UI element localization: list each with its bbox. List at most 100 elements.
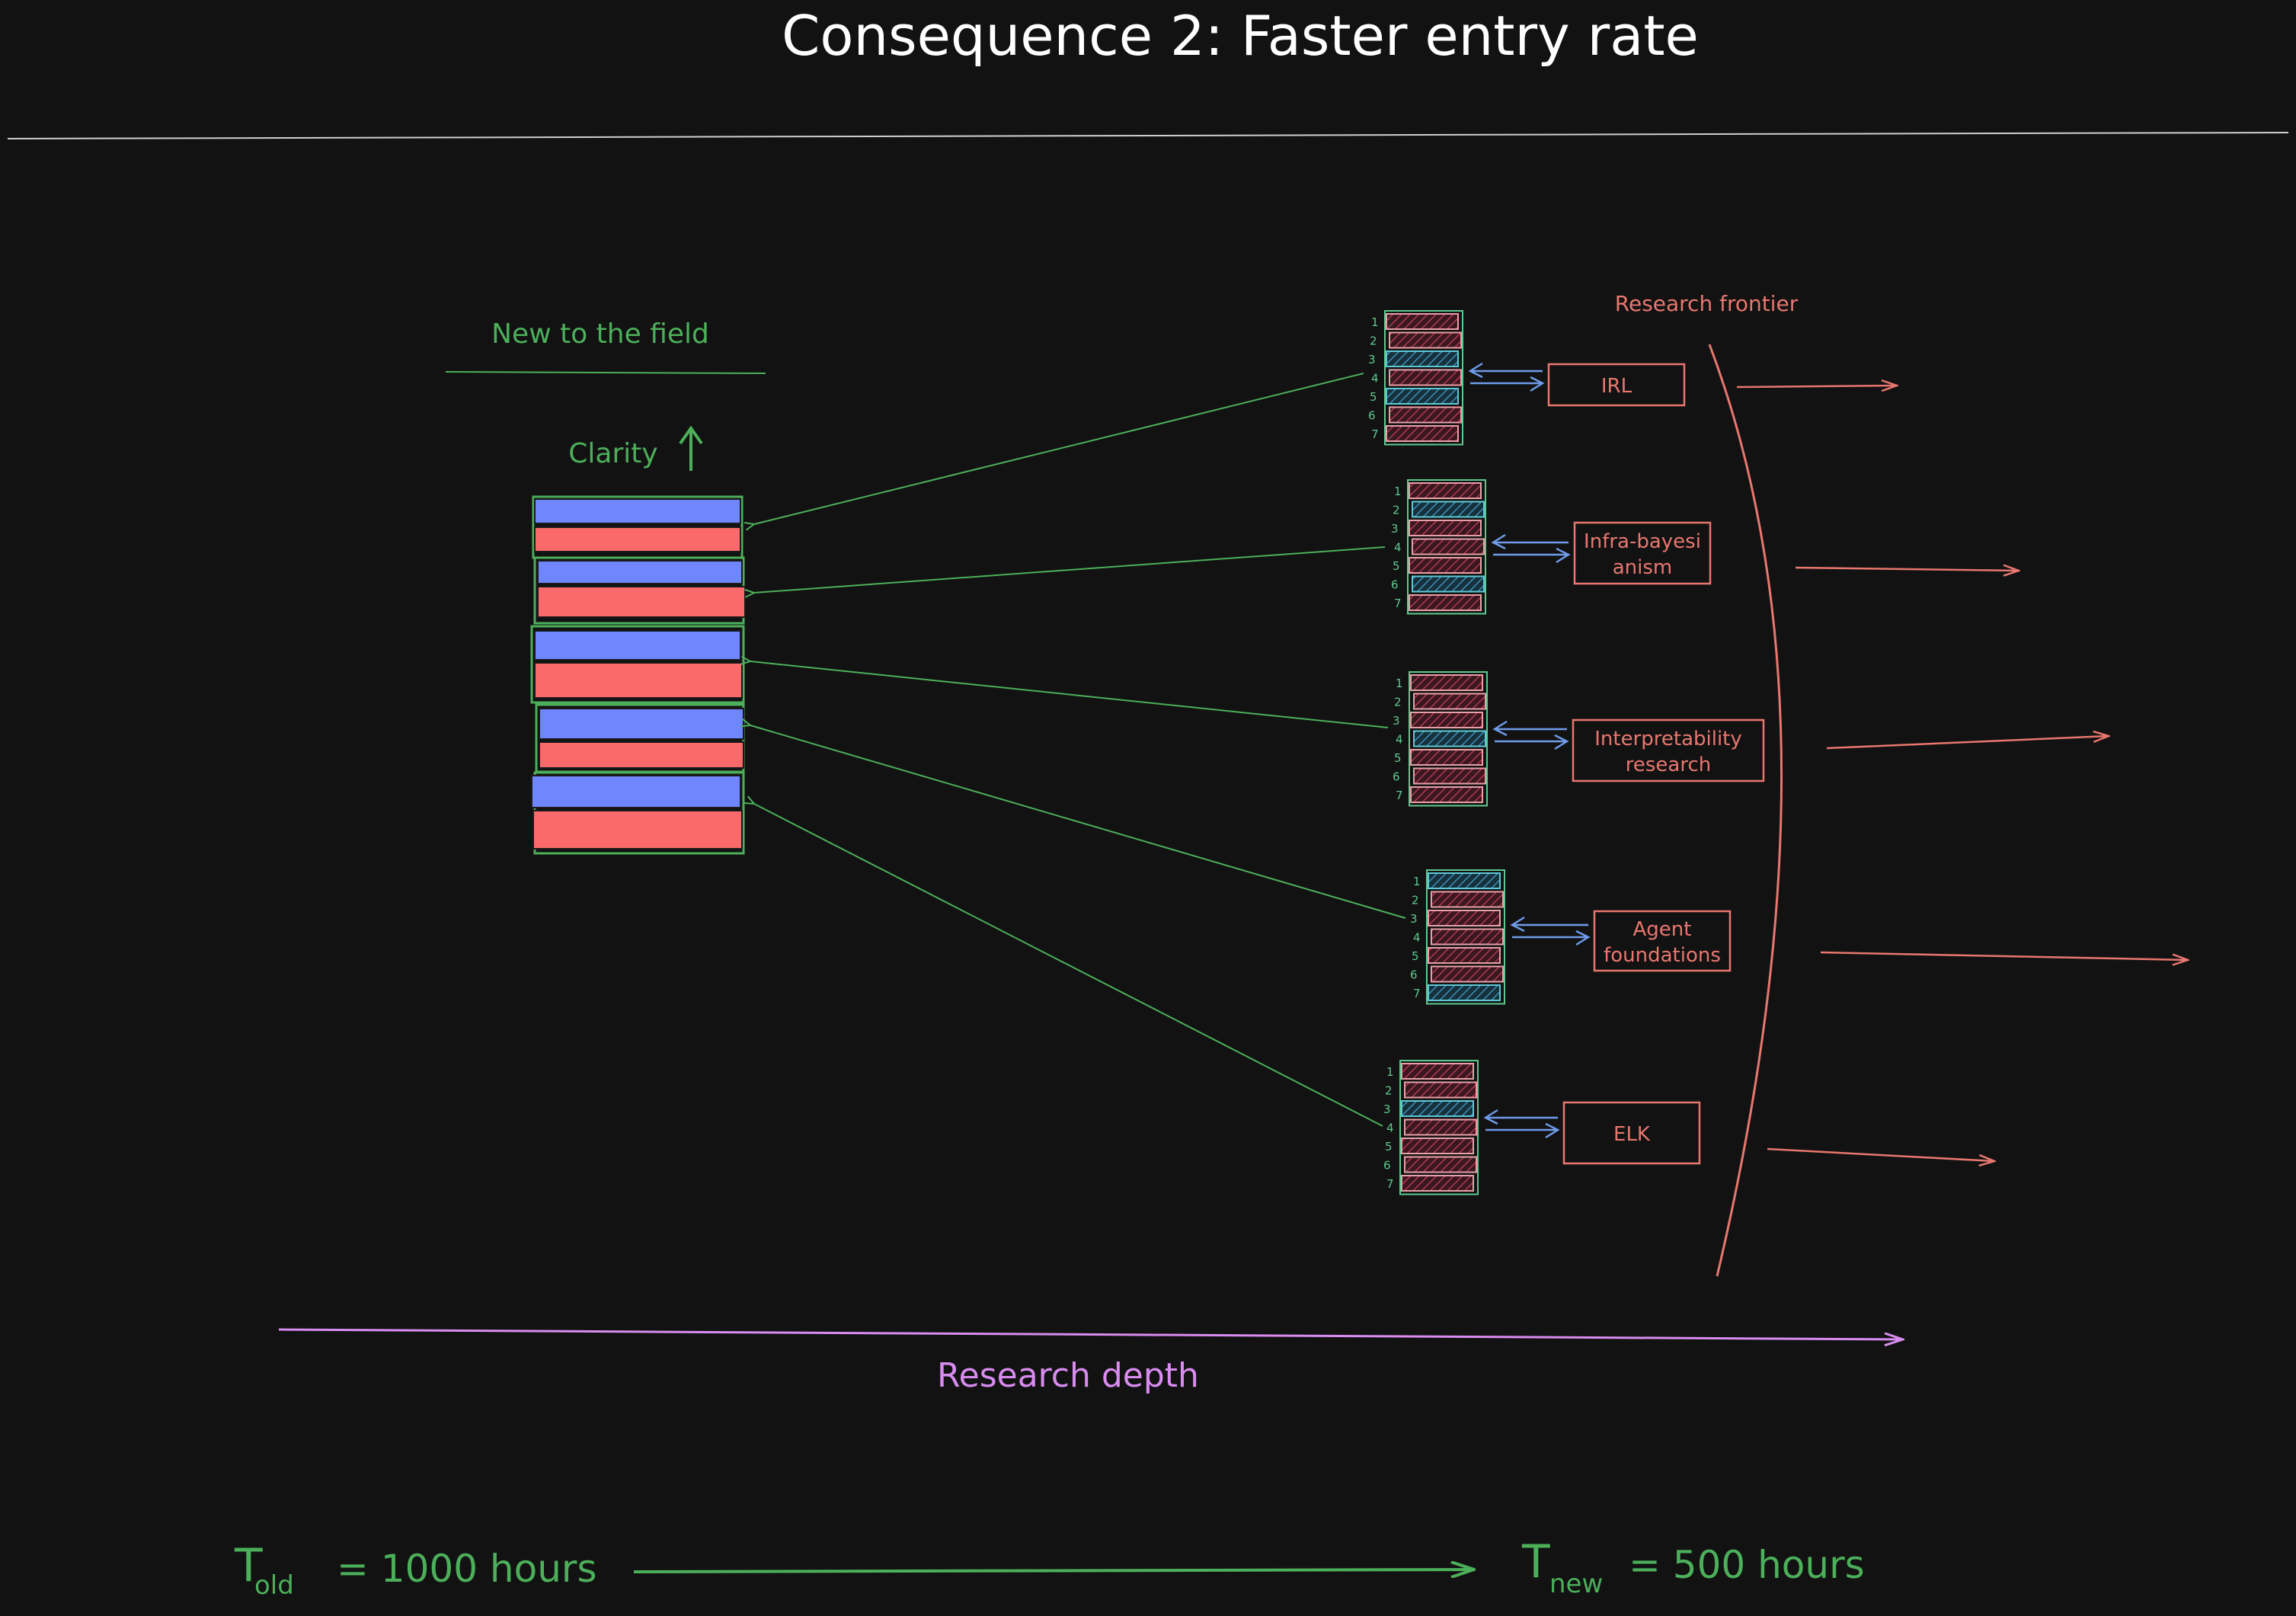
area-label-box bbox=[1573, 521, 1712, 585]
research-areas: 1 2 3 4 5 6 7 IRL 1 2 3 4 5 6 7 Infra-bayesi anism 1 2 3 4 5 6… bbox=[1368, 310, 1765, 1195]
connector-irl bbox=[754, 373, 1364, 524]
stack-row-2 bbox=[1404, 1081, 1477, 1099]
stack-row-4 bbox=[1404, 1118, 1477, 1136]
t-old-subscript: old bbox=[254, 1570, 294, 1601]
stack-row-number: 5 bbox=[1412, 949, 1419, 963]
stack-row-number: 4 bbox=[1386, 1122, 1394, 1135]
stack-row-number: 5 bbox=[1385, 1140, 1393, 1154]
stack-bar-red-1 bbox=[534, 526, 741, 552]
frontier-arrow-2 bbox=[1795, 568, 2019, 571]
stack-row-number: 7 bbox=[1413, 987, 1421, 1000]
stack-row-number: 2 bbox=[1385, 1084, 1393, 1098]
stack-outline bbox=[1399, 1060, 1479, 1195]
stack-row-3 bbox=[1386, 350, 1459, 367]
link-arrow-left-icon bbox=[1510, 916, 1588, 933]
link-arrow-right-icon bbox=[1493, 547, 1571, 564]
stack-bar-red-5 bbox=[532, 810, 743, 850]
stack-row-number: 3 bbox=[1383, 1102, 1391, 1116]
page-title: Consequence 2: Faster entry rate bbox=[782, 4, 1699, 68]
stack-bar-blue-1 bbox=[534, 498, 741, 524]
stack-row-1 bbox=[1401, 1063, 1474, 1080]
stack-row-number: 7 bbox=[1386, 1177, 1394, 1191]
stack-row-5 bbox=[1410, 749, 1483, 766]
area-label-box bbox=[1547, 363, 1686, 407]
stack-row-number: 6 bbox=[1368, 409, 1376, 423]
link-arrow-left-icon bbox=[1492, 720, 1567, 737]
stack-row-5 bbox=[1401, 1138, 1474, 1154]
stack-row-7 bbox=[1401, 1175, 1474, 1192]
link-arrow-left-icon bbox=[1491, 533, 1569, 550]
stack-row-1 bbox=[1410, 674, 1483, 691]
stack-row-number: 3 bbox=[1391, 522, 1399, 536]
heading-underline bbox=[445, 371, 766, 374]
t-old-value: = 1000 hours bbox=[337, 1547, 597, 1591]
area-label-line: ELK bbox=[1613, 1123, 1651, 1146]
stack-outline bbox=[1384, 310, 1463, 446]
stack-bar-red-2 bbox=[537, 586, 746, 618]
stack-row-number: 7 bbox=[1394, 597, 1402, 610]
stack-row-1 bbox=[1428, 872, 1501, 889]
stack-row-6 bbox=[1431, 965, 1504, 983]
new-to-field-heading: New to the field bbox=[491, 318, 709, 350]
stack-bar-blue-5 bbox=[531, 775, 741, 808]
stack-row-6 bbox=[1412, 575, 1485, 593]
stack-row-number: 1 bbox=[1413, 875, 1421, 888]
stack-row-2 bbox=[1389, 331, 1462, 349]
stack-row-6 bbox=[1389, 406, 1462, 424]
stack-row-1 bbox=[1409, 482, 1482, 499]
stack-row-number: 5 bbox=[1370, 390, 1377, 404]
stack-row-7 bbox=[1409, 594, 1482, 611]
stack-row-number: 1 bbox=[1386, 1065, 1394, 1079]
stack-row-7 bbox=[1410, 786, 1483, 803]
stack-row-5 bbox=[1386, 388, 1459, 405]
new-to-field-section: New to the field Clarity bbox=[445, 318, 766, 471]
stack-row-number: 5 bbox=[1394, 751, 1402, 765]
stack-row-number: 4 bbox=[1394, 541, 1402, 555]
clarity-label: Clarity bbox=[568, 438, 657, 469]
stack-row-number: 2 bbox=[1394, 696, 1402, 709]
link-arrow-right-icon bbox=[1512, 930, 1591, 946]
connector-agent-foundations bbox=[750, 725, 1406, 919]
stack-row-4 bbox=[1389, 369, 1462, 386]
stack-row-number: 6 bbox=[1410, 968, 1418, 982]
t-new-subscript: new bbox=[1549, 1569, 1603, 1599]
stack-row-number: 2 bbox=[1393, 504, 1400, 517]
stack-outline bbox=[1426, 869, 1505, 1005]
stack-row-2 bbox=[1412, 501, 1485, 518]
research-area-interpretabilityresearch: 1 2 3 4 5 6 7 Interpretability research bbox=[1393, 671, 1765, 807]
research-area-infra-bayesianism: 1 2 3 4 5 6 7 Infra-bayesi anism bbox=[1391, 479, 1712, 615]
stack-row-6 bbox=[1404, 1156, 1477, 1173]
frontier-arrow-1 bbox=[1736, 386, 1897, 387]
frontier-arrow-5 bbox=[1767, 1147, 1994, 1161]
stack-row-2 bbox=[1413, 693, 1486, 710]
link-arrow-right-icon bbox=[1485, 1122, 1560, 1139]
area-label-line: Interpretability bbox=[1594, 728, 1742, 750]
stack-row-3 bbox=[1410, 712, 1483, 728]
link-arrow-left-icon bbox=[1468, 362, 1543, 379]
stack-row-5 bbox=[1409, 557, 1482, 574]
research-frontier-curve bbox=[1708, 344, 1783, 1277]
t-new-symbol: T bbox=[1521, 1535, 1550, 1589]
stack-row-number: 1 bbox=[1396, 677, 1403, 690]
stack-row-number: 7 bbox=[1371, 427, 1379, 441]
area-label-line: Agent bbox=[1633, 918, 1692, 941]
research-depth-axis bbox=[278, 1328, 1903, 1339]
title-divider bbox=[7, 132, 2289, 139]
stack-row-number: 3 bbox=[1368, 353, 1376, 366]
stack-row-1 bbox=[1386, 313, 1459, 330]
stack-row-7 bbox=[1428, 984, 1501, 1001]
stack-row-number: 4 bbox=[1396, 733, 1403, 747]
stack-row-number: 2 bbox=[1370, 334, 1377, 348]
t-old-symbol: T bbox=[234, 1539, 263, 1592]
stack-row-4 bbox=[1412, 538, 1485, 555]
stack-row-number: 4 bbox=[1371, 372, 1379, 386]
stack-row-number: 6 bbox=[1393, 770, 1400, 784]
connector-interpretability bbox=[750, 661, 1389, 728]
area-label-box bbox=[1562, 1101, 1701, 1165]
stack-row-number: 7 bbox=[1396, 789, 1403, 802]
connector-elk bbox=[754, 804, 1383, 1127]
stack-row-2 bbox=[1431, 891, 1504, 908]
area-label-line: research bbox=[1626, 754, 1711, 776]
stack-row-number: 3 bbox=[1393, 714, 1400, 728]
stack-outline bbox=[1409, 671, 1488, 807]
